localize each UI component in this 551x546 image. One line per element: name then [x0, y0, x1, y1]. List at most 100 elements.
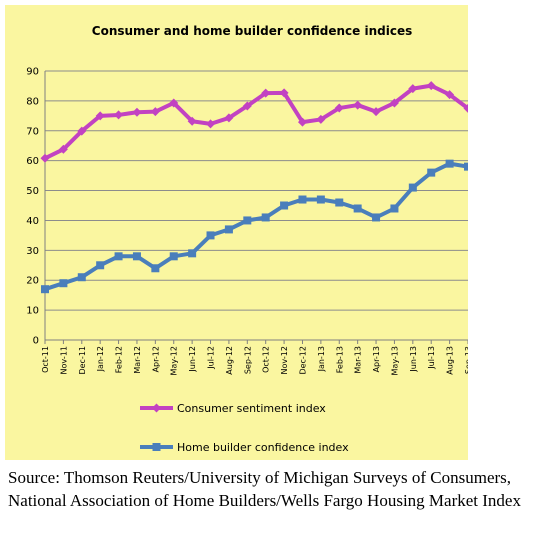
data-point [463, 103, 468, 113]
y-tick-label: 60 [26, 156, 39, 167]
data-point [390, 204, 399, 213]
x-tick-label: Sep-13 [464, 346, 468, 374]
x-tick-label: Jun-12 [188, 346, 197, 373]
chart-title: Consumer and home builder confidence ind… [92, 24, 412, 38]
x-tick-label: Jul-13 [427, 346, 436, 370]
x-tick-label: Feb-12 [115, 346, 124, 373]
data-point [335, 198, 344, 207]
data-point [298, 195, 307, 204]
data-point [426, 81, 436, 91]
source-note: Source: Thomson Reuters/University of Mi… [8, 468, 521, 510]
x-tick-label: Dec-12 [298, 346, 307, 375]
chart-panel: Consumer and home builder confidence ind… [5, 5, 468, 460]
x-tick-label: Dec-11 [78, 346, 87, 375]
data-point [280, 201, 289, 210]
legend-marker [152, 443, 161, 451]
y-tick-label: 90 [26, 67, 39, 78]
y-tick-label: 0 [33, 336, 39, 347]
data-point [316, 195, 325, 204]
x-tick-label: Jan-13 [317, 346, 326, 372]
data-point [445, 159, 454, 168]
data-point [206, 231, 215, 240]
line-chart: Consumer and home builder confidence ind… [26, 24, 468, 454]
x-tick-label: Sep-12 [243, 346, 252, 374]
data-point [96, 261, 105, 270]
data-point [408, 183, 417, 192]
data-point [40, 153, 50, 163]
data-point [206, 119, 216, 129]
data-point [316, 114, 326, 124]
x-tick-label: Aug-13 [446, 346, 455, 375]
x-tick-label: Nov-12 [280, 346, 289, 374]
x-tick-label: Jun-13 [409, 346, 418, 373]
x-tick-label: Oct-11 [41, 346, 50, 373]
data-point [372, 213, 381, 222]
axes [44, 71, 468, 344]
data-point [389, 98, 399, 108]
data-point [464, 162, 468, 171]
data-point [297, 117, 307, 127]
y-tick-label: 40 [26, 216, 39, 227]
data-point [353, 204, 362, 213]
data-point [132, 107, 142, 117]
series-line [44, 161, 468, 292]
data-point [224, 225, 233, 234]
data-point [151, 264, 160, 273]
data-point [408, 84, 418, 94]
gridlines [45, 70, 468, 311]
data-point [58, 144, 68, 154]
legend-entry-0: Consumer sentiment index [140, 402, 326, 415]
y-tick-label: 80 [26, 96, 39, 107]
data-point [95, 111, 105, 121]
data-point [261, 88, 271, 98]
data-point [427, 168, 436, 177]
legend-label: Home builder confidence index [177, 441, 349, 454]
data-point [371, 107, 381, 117]
x-tick-label: Mar-13 [354, 346, 363, 374]
x-tick-label: May-13 [390, 346, 399, 375]
data-point [261, 213, 270, 222]
data-point [150, 107, 160, 117]
x-tick-label: Feb-13 [335, 346, 344, 373]
data-point [77, 273, 86, 282]
data-point [243, 216, 252, 225]
data-point [132, 252, 141, 261]
legend: Consumer sentiment index Home builder con… [140, 402, 349, 454]
data-point [334, 103, 344, 113]
data-point [188, 249, 197, 258]
y-tick-label: 10 [26, 306, 39, 317]
data-point [224, 113, 234, 123]
series-line [44, 83, 468, 161]
series-lines [40, 81, 468, 294]
legend-marker [152, 403, 161, 413]
x-tick-label: Jan-12 [96, 346, 105, 372]
y-tick-label: 50 [26, 186, 39, 197]
series-1 [41, 159, 468, 294]
data-point [41, 285, 49, 294]
x-tick-label: Oct-12 [262, 346, 271, 373]
x-tick-label: May-12 [170, 346, 179, 375]
x-tick-labels: Oct-11 Nov-11 Dec-11 Jan-12 Feb-12 Mar-12 Apr-… [41, 346, 468, 375]
data-point [187, 116, 197, 126]
x-tick-label: Nov-11 [59, 346, 68, 374]
legend-label: Consumer sentiment index [177, 402, 326, 415]
x-tick-label: Apr-13 [372, 346, 381, 372]
x-tick-label: Aug-12 [225, 346, 234, 375]
data-point [445, 90, 455, 100]
y-tick-labels: 0 10 20 30 40 50 60 70 80 90 [26, 67, 39, 347]
data-point [353, 100, 363, 110]
data-point [279, 88, 289, 98]
data-point [114, 110, 124, 120]
y-tick-label: 70 [26, 126, 39, 137]
x-tick-label: Mar-12 [133, 346, 142, 374]
data-point [242, 101, 252, 111]
y-tick-label: 20 [26, 276, 39, 287]
x-tick-label: Apr-12 [151, 346, 160, 372]
series-0 [40, 81, 468, 163]
legend-entry-1: Home builder confidence index [140, 441, 349, 454]
data-point [59, 279, 68, 288]
x-tick-label: Jul-12 [207, 346, 216, 370]
data-point [169, 98, 179, 108]
data-point [114, 252, 123, 261]
data-point [169, 252, 178, 261]
